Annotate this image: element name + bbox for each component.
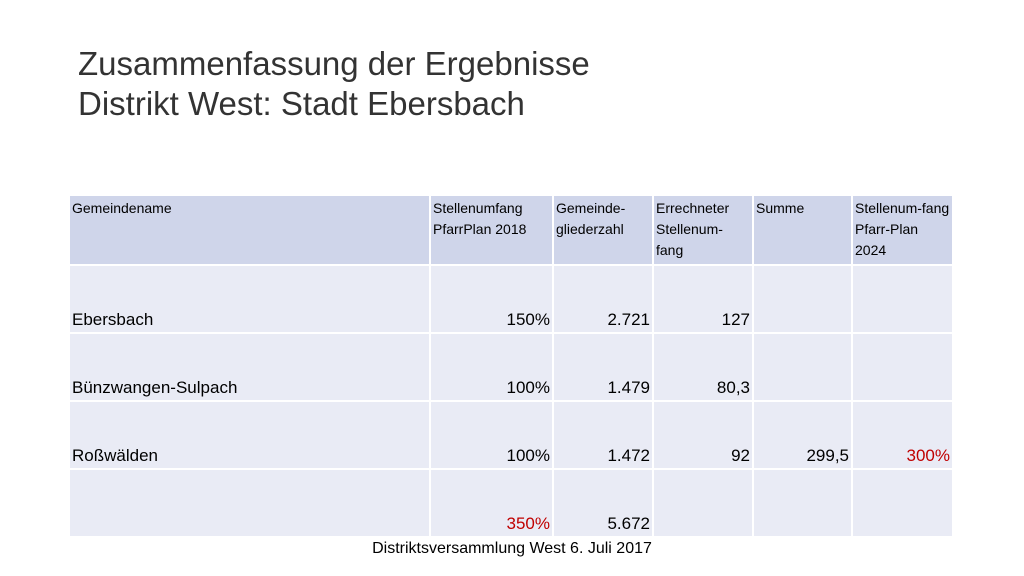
cell-stellenumfang-2018: 100% — [431, 334, 554, 402]
header-gemeindename: Gemeindename — [70, 196, 431, 266]
cell-gemeindename: Bünzwangen-Sulpach — [70, 334, 431, 402]
cell-gemeindename — [70, 470, 431, 538]
slide-title: Zusammenfassung der Ergebnisse Distrikt … — [78, 44, 978, 124]
cell-summe — [754, 470, 853, 538]
cell-stellenumfang-2024: 300% — [853, 402, 954, 470]
header-gemeindegliederzahl: Gemeinde-gliederzahl — [554, 196, 654, 266]
cell-gemeindegliederzahl: 1.472 — [554, 402, 654, 470]
cell-errechneter-stellenumfang — [654, 470, 754, 538]
header-summe: Summe — [754, 196, 853, 266]
slide-footer: Distriktsversammlung West 6. Juli 2017 — [372, 540, 652, 557]
cell-stellenumfang-2018: 150% — [431, 266, 554, 334]
table-row: Ebersbach 150% 2.721 127 — [70, 266, 954, 334]
table-row: Bünzwangen-Sulpach 100% 1.479 80,3 — [70, 334, 954, 402]
header-stellenumfang-2024: Stellenum-fang Pfarr-Plan 2024 — [853, 196, 954, 266]
header-row: Gemeindename Stellenumfang PfarrPlan 201… — [70, 196, 954, 266]
cell-gemeindename: Roßwälden — [70, 402, 431, 470]
cell-stellenumfang-2018: 100% — [431, 402, 554, 470]
header-errechneter-stellenumfang: Errechneter Stellenum-fang — [654, 196, 754, 266]
cell-stellenumfang-2024 — [853, 334, 954, 402]
cell-gemeindegliederzahl: 2.721 — [554, 266, 654, 334]
cell-errechneter-stellenumfang: 92 — [654, 402, 754, 470]
cell-errechneter-stellenumfang: 80,3 — [654, 334, 754, 402]
cell-summe: 299,5 — [754, 402, 853, 470]
cell-stellenumfang-2024 — [853, 266, 954, 334]
table-row-total: 350% 5.672 — [70, 470, 954, 538]
table-row: Roßwälden 100% 1.472 92 299,5 300% — [70, 402, 954, 470]
title-line-2: Distrikt West: Stadt Ebersbach — [78, 85, 525, 122]
cell-errechneter-stellenumfang: 127 — [654, 266, 754, 334]
results-table: Gemeindename Stellenumfang PfarrPlan 201… — [70, 196, 954, 538]
cell-gemeindegliederzahl-total: 5.672 — [554, 470, 654, 538]
cell-gemeindename: Ebersbach — [70, 266, 431, 334]
cell-stellenumfang-2024 — [853, 470, 954, 538]
cell-stellenumfang-2018-total: 350% — [431, 470, 554, 538]
title-line-1: Zusammenfassung der Ergebnisse — [78, 45, 590, 82]
cell-gemeindegliederzahl: 1.479 — [554, 334, 654, 402]
header-stellenumfang-2018: Stellenumfang PfarrPlan 2018 — [431, 196, 554, 266]
cell-summe — [754, 334, 853, 402]
cell-summe — [754, 266, 853, 334]
